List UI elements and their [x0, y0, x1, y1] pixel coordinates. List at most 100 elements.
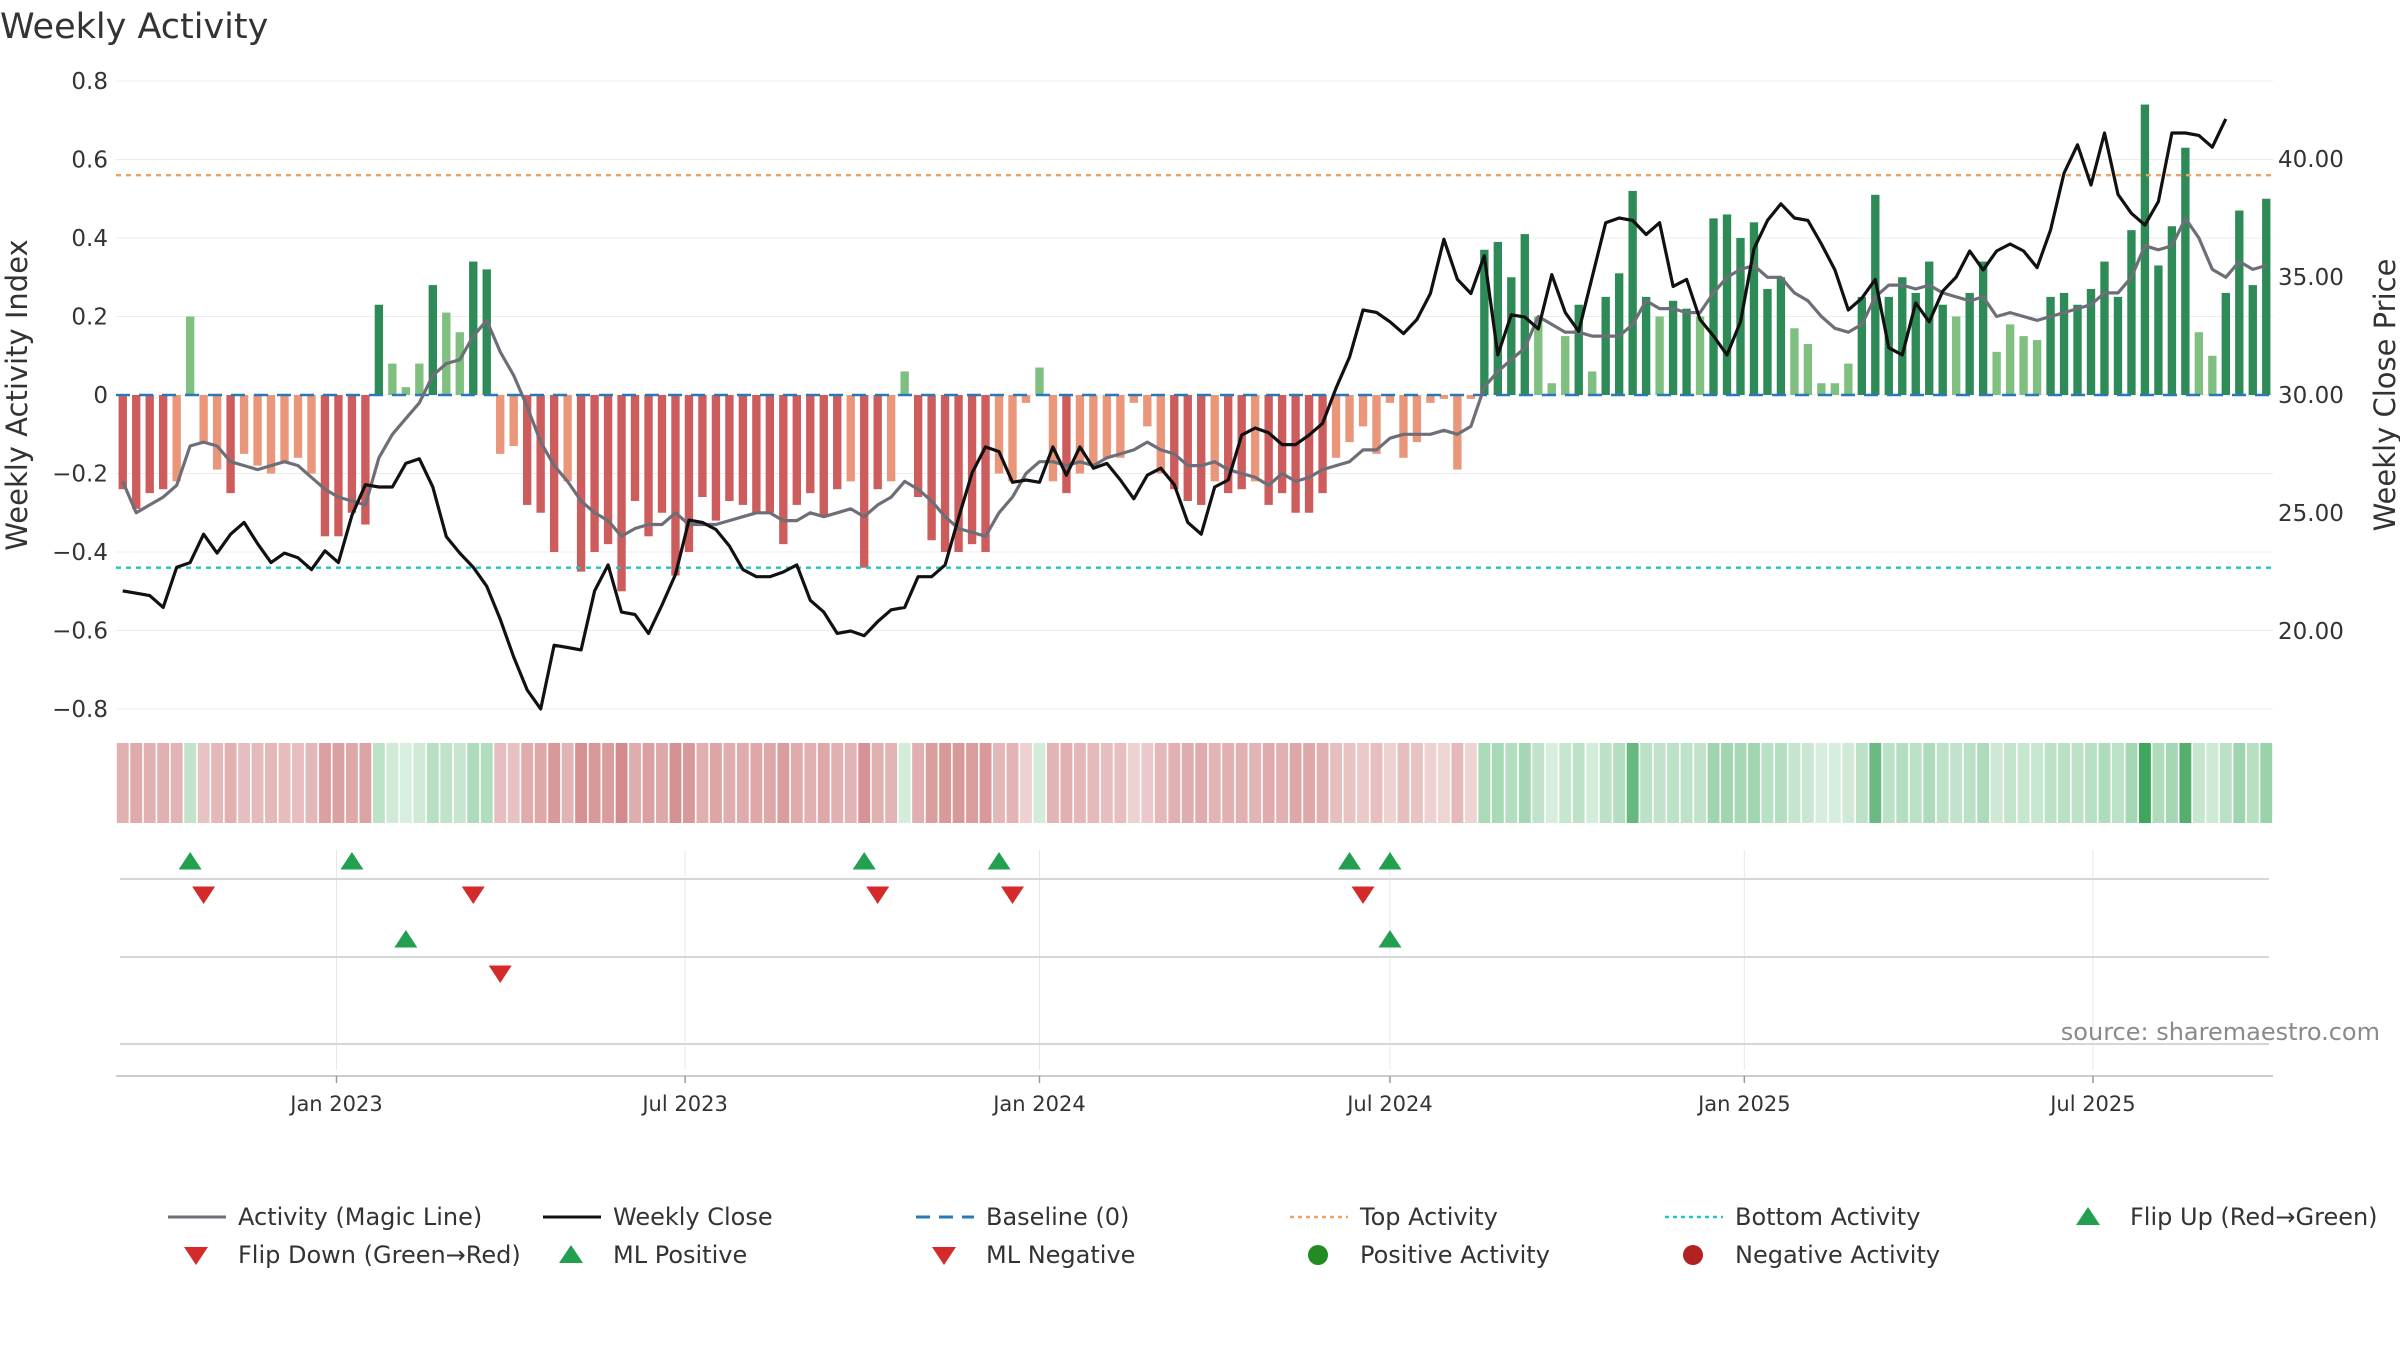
legend-label-8: ML Negative — [986, 1241, 1135, 1269]
heat-cell-93 — [1370, 743, 1383, 823]
heat-cell-107 — [1559, 743, 1572, 823]
weekly-close-series — [122, 118, 2228, 711]
activity-bar-76 — [1143, 395, 1152, 427]
heat-cell-104 — [1518, 743, 1531, 823]
heat-cell-97 — [1424, 743, 1437, 823]
heat-cell-22 — [413, 743, 426, 823]
heat-cell-133 — [1909, 743, 1922, 823]
heat-cell-147 — [2098, 743, 2111, 823]
heat-cell-155 — [2206, 743, 2219, 823]
activity-bar-55 — [860, 395, 869, 568]
activity-bar-126 — [1817, 383, 1826, 395]
activity-bar-66 — [1008, 395, 1017, 482]
heat-cell-28 — [494, 743, 507, 823]
activity-bar-38 — [630, 395, 640, 501]
activity-bar-56 — [873, 395, 882, 490]
activity-bar-74 — [1116, 395, 1125, 458]
legend-item-2: Baseline (0) — [916, 1203, 1129, 1231]
activity-bar-78 — [1170, 395, 1179, 490]
activity-bar-59 — [913, 395, 923, 498]
legend-label-7: ML Positive — [613, 1241, 747, 1269]
activity-bar-103 — [1507, 277, 1516, 395]
activity-heat-strip — [116, 743, 2273, 823]
legend-item-10: Negative Activity — [1683, 1241, 1940, 1269]
activity-bar-46 — [738, 395, 748, 505]
activity-bar-34 — [576, 395, 586, 572]
flip-up-marker-2 — [852, 852, 876, 870]
legend: Activity (Magic Line) Weekly Close Baselin… — [168, 1203, 2378, 1269]
activity-bar-89 — [1318, 395, 1327, 494]
activity-bar-22 — [415, 363, 424, 395]
activity-bar-88 — [1304, 395, 1314, 513]
activity-bar-98 — [1439, 395, 1449, 399]
heat-cell-31 — [534, 743, 547, 823]
activity-bar-115 — [1668, 300, 1678, 395]
legend-marker-9 — [1308, 1245, 1328, 1265]
activity-bar-154 — [2194, 332, 2204, 395]
heat-cell-3 — [157, 743, 170, 823]
activity-bar-8 — [226, 395, 235, 494]
heat-cell-74 — [1114, 743, 1127, 823]
heat-cell-146 — [2085, 743, 2097, 823]
heat-cell-116 — [1680, 743, 1693, 823]
activity-bar-4 — [172, 395, 181, 482]
activity-bar-82 — [1224, 395, 1233, 494]
heat-cell-121 — [1748, 743, 1760, 823]
heat-cell-140 — [2004, 743, 2017, 823]
activity-bar-61 — [940, 395, 950, 552]
activity-bar-143 — [2046, 296, 2055, 395]
activity-bar-64 — [981, 395, 990, 552]
heat-cell-88 — [1303, 743, 1316, 823]
heat-cell-130 — [1869, 743, 1882, 823]
activity-bar-100 — [1466, 395, 1476, 399]
heat-cell-122 — [1761, 743, 1774, 823]
activity-bar-146 — [2086, 289, 2096, 395]
heat-cell-62 — [952, 743, 965, 823]
activity-bar-67 — [1021, 395, 1031, 403]
heat-cell-84 — [1249, 743, 1262, 823]
heat-cell-110 — [1599, 743, 1612, 823]
activity-bar-112 — [1628, 190, 1637, 395]
heat-cell-139 — [1990, 743, 2003, 823]
activity-bar-117 — [1695, 316, 1705, 395]
heat-cell-0 — [116, 743, 129, 823]
activity-bar-90 — [1331, 395, 1341, 458]
grid-lines — [116, 80, 2273, 1070]
heat-cell-51 — [804, 743, 817, 823]
y-left-tick-label-1: 0.6 — [71, 148, 108, 174]
activity-bar-41 — [671, 395, 680, 576]
activity-bar-132 — [1898, 277, 1907, 395]
y-right-tick-label-4: 20.00 — [2278, 619, 2344, 645]
activity-bar-43 — [698, 395, 707, 498]
activity-bar-134 — [1925, 261, 1934, 395]
activity-bar-96 — [1412, 395, 1422, 443]
flip-up-marker-0 — [178, 852, 202, 870]
activity-bar-29 — [509, 395, 518, 447]
activity-bar-39 — [644, 395, 653, 537]
activity-bar-5 — [185, 316, 195, 395]
activity-bar-10 — [253, 395, 262, 466]
y-right-tick-label-1: 35.00 — [2278, 265, 2344, 291]
activity-bar-141 — [2019, 336, 2028, 395]
heat-cell-115 — [1667, 743, 1680, 823]
heat-cell-53 — [831, 743, 844, 823]
legend-item-4: Bottom Activity — [1665, 1203, 1920, 1231]
activity-bar-54 — [846, 395, 855, 482]
heat-cell-148 — [2112, 743, 2124, 823]
activity-bar-109 — [1588, 371, 1597, 395]
activity-bar-21 — [401, 387, 411, 395]
legend-label-4: Bottom Activity — [1735, 1203, 1920, 1231]
heat-cell-10 — [251, 743, 264, 823]
y-axis-right-title: Weekly Close Price — [2368, 259, 2400, 532]
activity-bar-27 — [482, 269, 491, 395]
activity-bar-18 — [361, 395, 370, 525]
heat-cell-135 — [1936, 743, 1949, 823]
activity-bar-6 — [199, 395, 208, 443]
heat-cell-129 — [1855, 743, 1868, 823]
activity-bar-2 — [145, 395, 154, 494]
activity-bar-31 — [536, 395, 545, 513]
heat-cell-102 — [1491, 743, 1504, 823]
activity-bar-0 — [118, 395, 127, 490]
heat-cell-85 — [1262, 743, 1275, 823]
ml-negative-marker-0 — [488, 965, 512, 983]
